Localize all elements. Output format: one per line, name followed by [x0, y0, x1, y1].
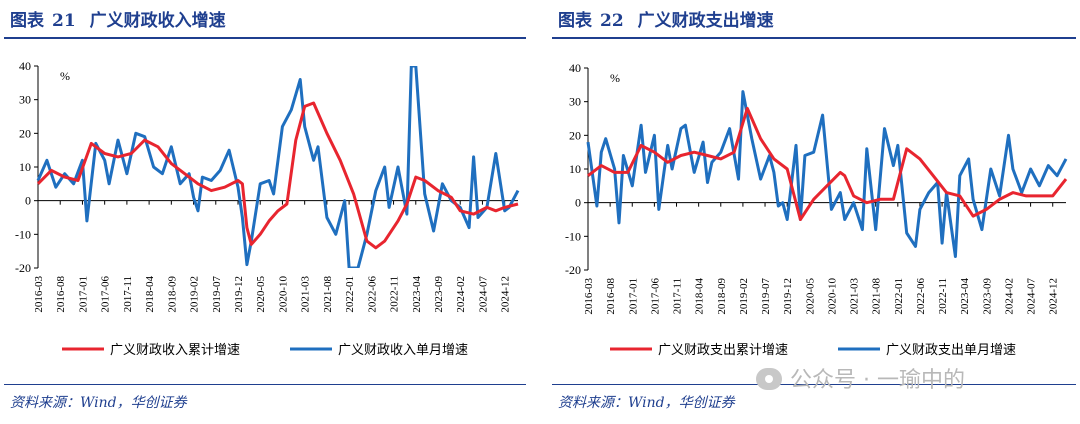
- figure-title: 图表 22 广义财政支出增速: [558, 6, 774, 31]
- y-tick-label: -10: [15, 227, 31, 241]
- x-tick-label: 2017-11: [122, 276, 134, 312]
- series-line-cumulative: [587, 106, 1068, 221]
- right-figure-panel: 图表 22 广义财政支出增速 -20 -10 0 10 20 30 40% 2016-03 2016…: [548, 0, 1080, 424]
- series-line-monthly: [36, 66, 520, 268]
- x-tick-label: 2020-05: [255, 276, 267, 313]
- x-tick-label: 2019-07: [211, 276, 223, 313]
- y-tick-label: 40: [569, 61, 581, 75]
- x-tick-label: 2024-12: [1048, 278, 1060, 315]
- x-tick-label: 2018-04: [694, 278, 706, 315]
- y-tick-label: 20: [19, 126, 31, 140]
- x-tick-label: 2024-02: [455, 276, 467, 313]
- x-tick-label: 2017-01: [627, 278, 639, 315]
- x-tick-label: 2019-02: [189, 276, 201, 313]
- figure-number: 21: [52, 11, 76, 31]
- x-tick-label: 2020-05: [804, 278, 816, 315]
- x-tick-label: 2019-12: [233, 276, 245, 313]
- source-note: 资料来源：Wind，华创证券: [10, 395, 187, 411]
- x-tick-label: 2023-09: [433, 276, 445, 313]
- x-tick-label: 2018-09: [166, 276, 178, 313]
- y-tick-label: 30: [569, 95, 581, 109]
- x-tick-label: 2023-04: [411, 276, 423, 313]
- series-line-cumulative: [36, 101, 519, 250]
- y-tick-label: 0: [25, 194, 31, 208]
- figure-title-prefix: 图表: [558, 11, 592, 31]
- x-tick-label: 2018-04: [144, 276, 156, 313]
- x-tick-label: 2022-01: [344, 276, 356, 313]
- source-rule: [552, 384, 1076, 385]
- source-note: 资料来源：Wind，华创证券: [558, 395, 735, 411]
- legend-label: 广义财政收入单月增速: [338, 343, 468, 358]
- y-tick-label: 10: [19, 160, 31, 174]
- y-tick-label: -20: [565, 263, 581, 277]
- y-tick-label: 0: [575, 196, 581, 210]
- left-figure-panel: 图表 21 广义财政收入增速 -20 -10 0 10 20 30 40% 2016-03 2016…: [0, 0, 530, 424]
- y-tick-label: 40: [19, 59, 31, 73]
- x-tick-label: 2022-11: [937, 278, 949, 314]
- y-tick-label: -10: [565, 229, 581, 243]
- x-tick-label: 2019-12: [782, 278, 794, 315]
- x-tick-label: 2017-06: [649, 278, 661, 315]
- source-rule: [4, 384, 526, 385]
- legend-label: 广义财政支出累计增速: [658, 343, 788, 358]
- x-tick-label: 2023-09: [981, 278, 993, 315]
- x-tick-label: 2016-08: [605, 278, 617, 315]
- y-tick-label: 10: [569, 162, 581, 176]
- expenditure-growth-chart: -20 -10 0 10 20 30 40% 2016-03 2016-08 2017-01 201…: [565, 61, 1068, 358]
- revenue-growth-chart: -20 -10 0 10 20 30 40% 2016-03 2016-08 2017-01 201…: [15, 59, 520, 358]
- x-tick-label: 2016-03: [583, 278, 595, 315]
- title-rule: [4, 37, 526, 39]
- x-tick-label: 2022-06: [366, 276, 378, 313]
- x-tick-label: 2022-11: [389, 276, 401, 312]
- x-tick-label: 2021-03: [849, 278, 861, 315]
- x-tick-label: 2022-06: [915, 278, 927, 315]
- x-tick-label: 2021-08: [871, 278, 883, 315]
- figure-title-text: 广义财政收入增速: [89, 11, 226, 31]
- x-tick-label: 2021-08: [322, 276, 334, 313]
- wechat-icon: [756, 368, 782, 390]
- x-tick-label: 2017-11: [672, 278, 684, 314]
- x-tick-label: 2023-04: [959, 278, 971, 315]
- figure-number: 22: [600, 11, 624, 31]
- y-unit-label: %: [610, 71, 620, 85]
- watermark: 公众号 · 一瑜中的: [756, 362, 965, 394]
- x-tick-label: 2016-03: [33, 276, 45, 313]
- y-tick-label: 20: [569, 128, 581, 142]
- legend-label: 广义财政支出单月增速: [886, 343, 1016, 358]
- x-tick-label: 2017-01: [77, 276, 89, 313]
- figure-title-prefix: 图表: [10, 11, 44, 31]
- x-tick-label: 2022-01: [893, 278, 905, 315]
- x-tick-label: 2017-06: [100, 276, 112, 313]
- title-rule: [552, 37, 1076, 39]
- x-tick-label: 2024-02: [1003, 278, 1015, 315]
- x-tick-label: 2024-07: [1026, 278, 1038, 315]
- figure-title-text: 广义财政支出增速: [637, 11, 774, 31]
- x-tick-label: 2019-02: [738, 278, 750, 315]
- y-tick-label: -20: [15, 261, 31, 275]
- figure-title: 图表 21 广义财政收入增速: [10, 6, 226, 31]
- x-tick-label: 2020-10: [826, 278, 838, 315]
- x-tick-label: 2024-12: [500, 276, 512, 313]
- legend-label: 广义财政收入累计增速: [110, 343, 240, 358]
- x-tick-label: 2016-08: [55, 276, 67, 313]
- series-line-monthly: [586, 90, 1068, 258]
- x-tick-label: 2021-03: [300, 276, 312, 313]
- x-tick-label: 2024-07: [477, 276, 489, 313]
- watermark-text: 公众号 · 一瑜中的: [790, 368, 965, 393]
- y-unit-label: %: [60, 69, 70, 83]
- y-tick-label: 30: [19, 93, 31, 107]
- x-tick-label: 2018-09: [716, 278, 728, 315]
- x-tick-label: 2019-07: [760, 278, 772, 315]
- x-tick-label: 2020-10: [277, 276, 289, 313]
